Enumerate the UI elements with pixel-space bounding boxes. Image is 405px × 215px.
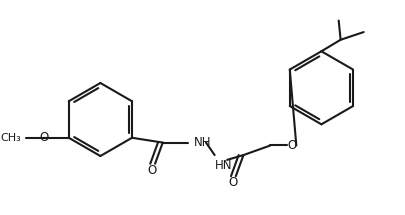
Text: O: O bbox=[228, 177, 237, 189]
Text: CH₃: CH₃ bbox=[0, 133, 21, 143]
Text: HN: HN bbox=[215, 159, 232, 172]
Text: O: O bbox=[39, 131, 48, 144]
Text: NH: NH bbox=[194, 136, 211, 149]
Text: O: O bbox=[287, 139, 296, 152]
Text: O: O bbox=[147, 164, 157, 177]
